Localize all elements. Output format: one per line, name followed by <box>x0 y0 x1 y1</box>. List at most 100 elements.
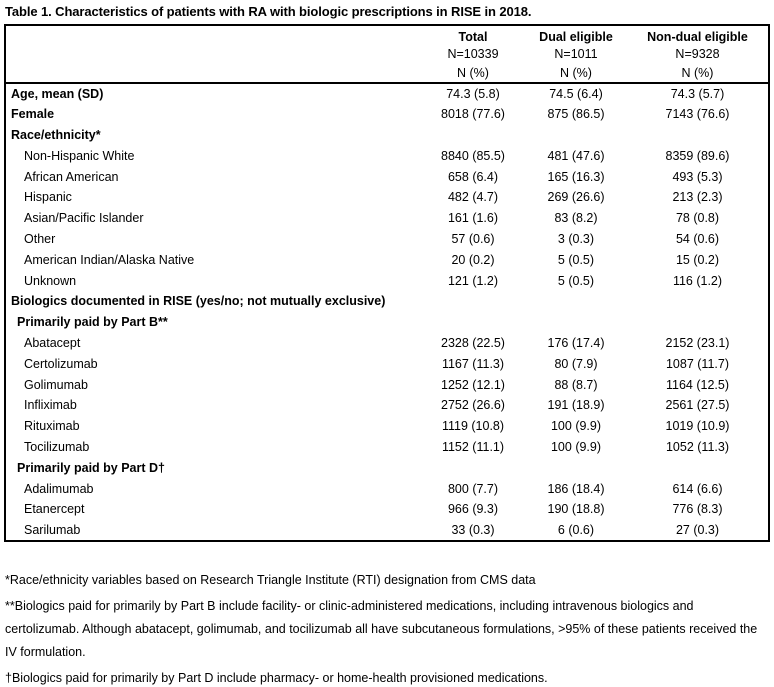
cell-value: 186 (18.4) <box>547 481 605 496</box>
col-n-total: N=10339 <box>447 46 499 61</box>
table-row: Tocilizumab 1152 (11.1) 100 (9.9) 1052 (11.… <box>5 437 769 458</box>
header-row-group-labels: Total Dual eligible Non-dual eligible <box>5 25 769 44</box>
col-unit-non-dual-eligible: N (%) <box>681 65 714 80</box>
row-label: Race/ethnicity* <box>11 127 101 142</box>
cell-value: 213 (2.3) <box>672 190 723 205</box>
table-row: Non-Hispanic White 8840 (85.5) 481 (47.6) 8… <box>5 145 769 166</box>
row-label: Certolizumab <box>24 356 98 371</box>
col-unit-dual-eligible: N (%) <box>560 65 592 80</box>
characteristics-table: Total Dual eligible Non-dual eligible N=… <box>4 24 770 542</box>
cell-value: 2328 (22.5) <box>441 335 505 350</box>
cell-value: 8840 (85.5) <box>441 148 505 163</box>
cell-value: 161 (1.6) <box>447 211 499 226</box>
cell-value <box>421 312 525 333</box>
row-label: Etanercept <box>24 502 85 517</box>
footnote-part-b: **Biologics paid for primarily by Part B… <box>5 598 758 659</box>
table-row: African American 658 (6.4) 165 (16.3) 493 (… <box>5 166 769 187</box>
table-row: American Indian/Alaska Native 20 (0.2) 5 (… <box>5 249 769 270</box>
table-row: Race/ethnicity* <box>5 125 769 146</box>
col-n-dual-eligible: N=1011 <box>554 46 598 61</box>
table-row: Golimumab 1252 (12.1) 88 (8.7) 1164 (12.5) <box>5 374 769 395</box>
row-label: Primarily paid by Part D† <box>17 460 165 475</box>
header-row-n: N=10339 N=1011 N=9328 <box>5 44 769 63</box>
cell-value: 165 (16.3) <box>547 169 605 184</box>
row-label: Abatacept <box>24 335 81 350</box>
table-row: Primarily paid by Part B** <box>5 312 769 333</box>
cell-value: 100 (9.9) <box>550 419 602 434</box>
header-row-unit: N (%) N (%) N (%) <box>5 63 769 83</box>
cell-value: 2152 (23.1) <box>665 335 730 350</box>
col-header-non-dual-eligible: Non-dual eligible <box>647 30 748 44</box>
cell-value <box>421 457 525 478</box>
cell-value: 100 (9.9) <box>550 439 602 454</box>
cell-value: 176 (17.4) <box>547 335 605 350</box>
cell-value: 116 (1.2) <box>672 273 723 288</box>
cell-value: 6 (0.6) <box>557 522 595 537</box>
table-row: Other 57 (0.6) 3 (0.3) 54 (0.6) <box>5 229 769 250</box>
row-label: Rituximab <box>24 419 80 434</box>
cell-value <box>421 291 525 312</box>
table-row: Etanercept 966 (9.3) 190 (18.8) 776 (8.3) <box>5 499 769 520</box>
row-label: Sarilumab <box>24 522 81 537</box>
cell-value: 191 (18.9) <box>547 398 605 413</box>
cell-value: 481 (47.6) <box>547 148 605 163</box>
cell-value: 27 (0.3) <box>675 522 720 537</box>
row-label: Female <box>11 107 55 122</box>
header-empty-cell <box>5 44 421 63</box>
cell-value: 1087 (11.7) <box>665 356 729 371</box>
cell-value <box>525 457 627 478</box>
table-row: Asian/Pacific Islander 161 (1.6) 83 (8.2) 7… <box>5 208 769 229</box>
cell-value: 2561 (27.5) <box>665 398 730 413</box>
table-row: Sarilumab 33 (0.3) 6 (0.6) 27 (0.3) <box>5 520 769 541</box>
row-label: Adalimumab <box>24 481 94 496</box>
row-label: Golimumab <box>24 377 88 392</box>
table-header: Total Dual eligible Non-dual eligible N=… <box>5 25 769 83</box>
row-label: Biologics documented in RISE (yes/no; no… <box>11 294 386 309</box>
table-row: Certolizumab 1167 (11.3) 80 (7.9) 1087 (11.… <box>5 353 769 374</box>
cell-value: 1119 (10.8) <box>441 419 505 434</box>
cell-value: 1252 (12.1) <box>441 377 505 392</box>
cell-value <box>525 312 627 333</box>
row-label: African American <box>24 169 119 184</box>
col-header-dual-eligible: Dual eligible <box>539 30 613 44</box>
cell-value: 74.3 (5.7) <box>670 86 725 101</box>
cell-value: 800 (7.7) <box>447 481 499 496</box>
cell-value: 80 (7.9) <box>554 356 598 371</box>
header-empty-cell <box>5 63 421 83</box>
row-label: Age, mean (SD) <box>11 86 104 101</box>
cell-value: 121 (1.2) <box>447 273 499 288</box>
cell-value: 8018 (77.6) <box>441 107 505 122</box>
cell-value: 7143 (76.6) <box>665 107 730 122</box>
cell-value: 8359 (89.6) <box>665 148 730 163</box>
table-row: Biologics documented in RISE (yes/no; no… <box>5 291 769 312</box>
table-row: Age, mean (SD) 74.3 (5.8) 74.5 (6.4) 74.3 (… <box>5 83 769 104</box>
cell-value: 88 (8.7) <box>554 377 598 392</box>
row-label: American Indian/Alaska Native <box>24 252 195 267</box>
header-empty-cell <box>5 25 421 44</box>
row-label: Non-Hispanic White <box>24 148 135 163</box>
cell-value: 20 (0.2) <box>451 252 495 267</box>
cell-value <box>525 291 627 312</box>
cell-value: 1167 (11.3) <box>441 356 505 371</box>
cell-value: 57 (0.6) <box>451 231 495 246</box>
row-label: Tocilizumab <box>24 439 90 454</box>
row-label: Infliximab <box>24 398 77 413</box>
cell-value: 614 (6.6) <box>672 481 723 496</box>
table-title: Table 1. Characteristics of patients wit… <box>5 4 532 19</box>
cell-value: 2752 (26.6) <box>441 398 505 413</box>
row-label: Hispanic <box>24 190 72 205</box>
table-row: Infliximab 2752 (26.6) 191 (18.9) 2561 (27.… <box>5 395 769 416</box>
footnote-part-d: †Biologics paid for primarily by Part D … <box>5 670 548 685</box>
row-label: Asian/Pacific Islander <box>24 211 144 226</box>
cell-value: 776 (8.3) <box>672 502 723 517</box>
footnote-race-ethnicity: *Race/ethnicity variables based on Resea… <box>5 572 536 587</box>
table-row: Hispanic 482 (4.7) 269 (26.6) 213 (2.3) <box>5 187 769 208</box>
col-n-non-dual-eligible: N=9328 <box>675 46 720 61</box>
table-row: Unknown 121 (1.2) 5 (0.5) 116 (1.2) <box>5 270 769 291</box>
cell-value: 54 (0.6) <box>675 231 720 246</box>
row-label: Primarily paid by Part B** <box>17 315 168 330</box>
page: Table 1. Characteristics of patients wit… <box>0 4 774 687</box>
cell-value: 658 (6.4) <box>447 169 499 184</box>
cell-value: 1152 (11.1) <box>441 439 505 454</box>
footnotes: *Race/ethnicity variables based on Resea… <box>5 569 769 687</box>
